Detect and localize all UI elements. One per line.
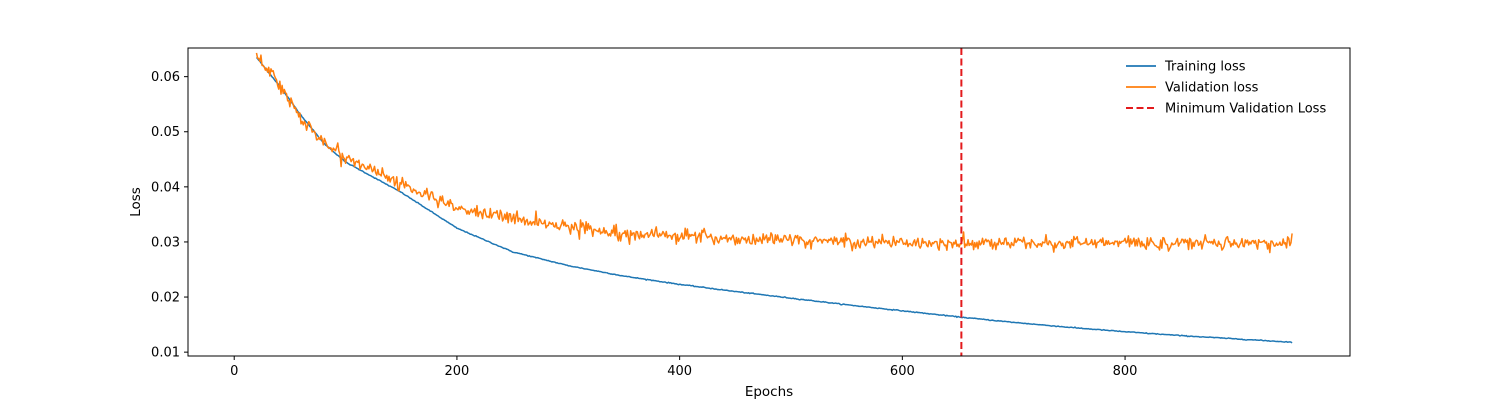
- x-axis-ticks: 0 200 400 600 800: [230, 356, 1137, 379]
- x-tick-label: 200: [445, 364, 470, 379]
- y-tick-label: 0.03: [151, 235, 180, 250]
- x-tick-label: 400: [667, 364, 692, 379]
- x-axis-label: Epochs: [745, 384, 793, 400]
- y-tick-label: 0.06: [151, 70, 180, 85]
- legend-label: Training loss: [1164, 60, 1246, 75]
- y-axis-label: Loss: [128, 187, 144, 217]
- series-line-training-loss: [255, 56, 1293, 344]
- x-tick-label: 600: [890, 364, 915, 379]
- y-tick-label: 0.01: [151, 346, 180, 361]
- x-tick-label: 0: [230, 364, 238, 379]
- series-line-validation-loss: [255, 52, 1293, 254]
- series-layer: [255, 48, 1293, 356]
- axes-frame: [187, 47, 1351, 357]
- y-tick-label: 0.04: [151, 180, 180, 195]
- legend: Training loss Validation loss Minimum Vali…: [1126, 60, 1326, 117]
- legend-label: Minimum Validation Loss: [1165, 102, 1326, 117]
- y-axis-ticks: 0.01 0.02 0.03 0.04 0.05 0.06: [151, 70, 188, 361]
- x-tick-label: 800: [1113, 364, 1138, 379]
- y-tick-label: 0.02: [151, 291, 180, 306]
- y-tick-label: 0.05: [151, 125, 180, 140]
- plot-area: [187, 47, 1351, 357]
- legend-label: Validation loss: [1165, 81, 1259, 96]
